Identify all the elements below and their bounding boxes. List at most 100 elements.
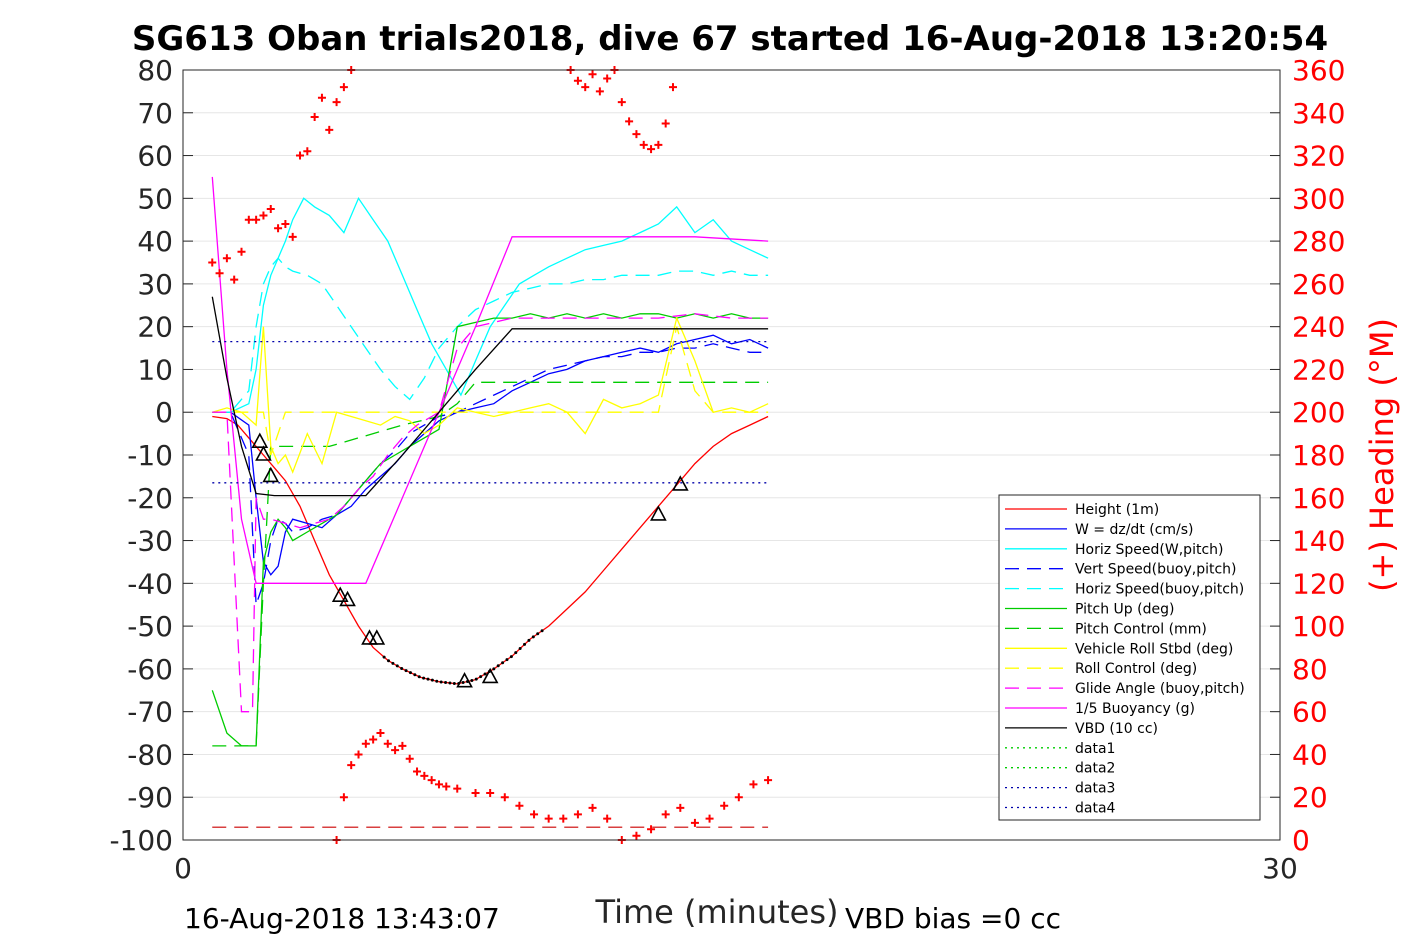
left-tick-label: -40 xyxy=(127,567,173,600)
triangle-marker xyxy=(481,667,499,684)
heading-marker xyxy=(398,741,407,750)
depth-dot xyxy=(509,655,513,659)
legend-label: data3 xyxy=(1075,781,1115,797)
footer-vbd-bias: VBD bias =0 cc xyxy=(845,902,1061,935)
depth-dot xyxy=(518,647,522,651)
heading-marker xyxy=(705,814,714,823)
heading-marker xyxy=(661,119,670,128)
heading-marker xyxy=(259,211,268,220)
heading-marker xyxy=(288,232,297,241)
heading-marker xyxy=(237,247,246,256)
legend-label: Height (1m) xyxy=(1075,502,1159,518)
heading-marker xyxy=(427,776,436,785)
heading-marker xyxy=(347,761,356,770)
left-tick-label: 30 xyxy=(137,268,173,301)
depth-dot xyxy=(439,680,443,684)
right-tick-label: 220 xyxy=(1292,353,1345,386)
heading-marker xyxy=(281,220,290,228)
depth-dot xyxy=(479,675,483,679)
legend-label: 1/5 Buoyancy (g) xyxy=(1075,701,1195,717)
depth-dot xyxy=(474,677,478,681)
left-tick-label: -70 xyxy=(127,696,173,729)
legend-label: data1 xyxy=(1075,741,1115,757)
right-tick-label: 0 xyxy=(1292,824,1310,857)
heading-marker xyxy=(530,810,539,819)
depth-dot xyxy=(527,638,531,642)
heading-marker xyxy=(749,780,758,789)
heading-marker xyxy=(453,784,462,793)
heading-marker xyxy=(588,70,597,79)
right-tick-label: 300 xyxy=(1292,182,1345,215)
legend: Height (1m) W = dz/dt (cm/s) Horiz Speed(W… xyxy=(998,494,1261,821)
heading-marker xyxy=(354,750,363,759)
depth-dot xyxy=(426,677,430,681)
left-tick-label: -60 xyxy=(127,653,173,686)
heading-marker xyxy=(581,83,590,92)
legend-label: Roll Control (deg) xyxy=(1075,661,1197,677)
legend-label: Horiz Speed(buoy,pitch) xyxy=(1075,582,1244,598)
depth-dot xyxy=(514,651,518,655)
heading-marker xyxy=(339,83,348,92)
legend-label: data4 xyxy=(1075,801,1116,817)
depth-dot xyxy=(395,664,399,668)
depth-dot xyxy=(400,666,404,670)
series-line-6 xyxy=(212,381,769,747)
heading-marker xyxy=(690,818,699,827)
left-tick-label: -100 xyxy=(109,824,173,857)
right-tick-label: 360 xyxy=(1292,54,1345,87)
left-tick-label: 70 xyxy=(137,97,173,130)
legend-label: VBD (10 cc) xyxy=(1075,721,1158,737)
left-axis: 80 70 60 50 40 30 20 10 0 -10 -20 -30 -40 -50 -60 -70 -8… xyxy=(109,54,1280,857)
right-tick-label: 200 xyxy=(1292,396,1345,429)
left-tick-label: -10 xyxy=(127,439,173,472)
legend-label: Horiz Speed(W,pitch) xyxy=(1075,542,1223,558)
heading-marker xyxy=(734,793,743,802)
heading-marker xyxy=(486,788,495,797)
heading-marker xyxy=(252,215,261,224)
heading-marker xyxy=(471,788,480,797)
triangle-marker xyxy=(339,590,356,607)
depth-dot xyxy=(492,667,496,671)
legend-label: W = dz/dt (cm/s) xyxy=(1075,522,1194,538)
legend-label: Vert Speed(buoy,pitch) xyxy=(1075,562,1237,578)
left-tick-label: -90 xyxy=(127,781,173,814)
depth-dot xyxy=(448,681,452,685)
heading-marker xyxy=(603,814,612,823)
chart-title: SG613 Oban trials2018, dive 67 started 1… xyxy=(132,19,1328,59)
right-tick-label: 340 xyxy=(1292,97,1345,130)
depth-dot xyxy=(523,642,527,646)
x-axis: 0 30 xyxy=(174,830,1298,885)
heading-marker xyxy=(676,803,685,812)
depth-dot xyxy=(382,655,386,659)
left-tick-label: 50 xyxy=(137,182,173,215)
left-tick-label: 40 xyxy=(137,225,173,258)
x-tick-label: 30 xyxy=(1262,852,1298,885)
heading-marker xyxy=(230,275,239,284)
depth-dot xyxy=(461,680,465,684)
depth-dot xyxy=(470,678,474,682)
depth-dot xyxy=(483,672,487,676)
heading-marker xyxy=(361,739,370,748)
series-line-10 xyxy=(211,176,769,584)
heading-marker xyxy=(215,269,224,278)
heading-marker xyxy=(559,814,568,823)
left-tick-label: 80 xyxy=(137,54,173,87)
legend-label: Vehicle Roll Stbd (deg) xyxy=(1075,641,1233,657)
heading-marker xyxy=(617,98,626,107)
heading-marker xyxy=(244,215,253,224)
heading-marker xyxy=(310,113,319,122)
heading-marker xyxy=(296,151,305,160)
left-tick-label: -50 xyxy=(127,610,173,643)
heading-marker xyxy=(588,803,597,812)
series-line-9 xyxy=(212,313,769,713)
heading-marker xyxy=(595,87,604,96)
heading-marker xyxy=(573,810,582,819)
x-tick-label: 0 xyxy=(174,852,192,885)
right-tick-label: 320 xyxy=(1292,140,1345,173)
right-tick-label: 160 xyxy=(1292,482,1345,515)
heading-marker xyxy=(625,117,634,126)
triangle-marker xyxy=(331,586,349,602)
heading-marker xyxy=(376,729,385,738)
depth-dot xyxy=(457,682,461,686)
right-tick-label: 140 xyxy=(1292,525,1345,558)
